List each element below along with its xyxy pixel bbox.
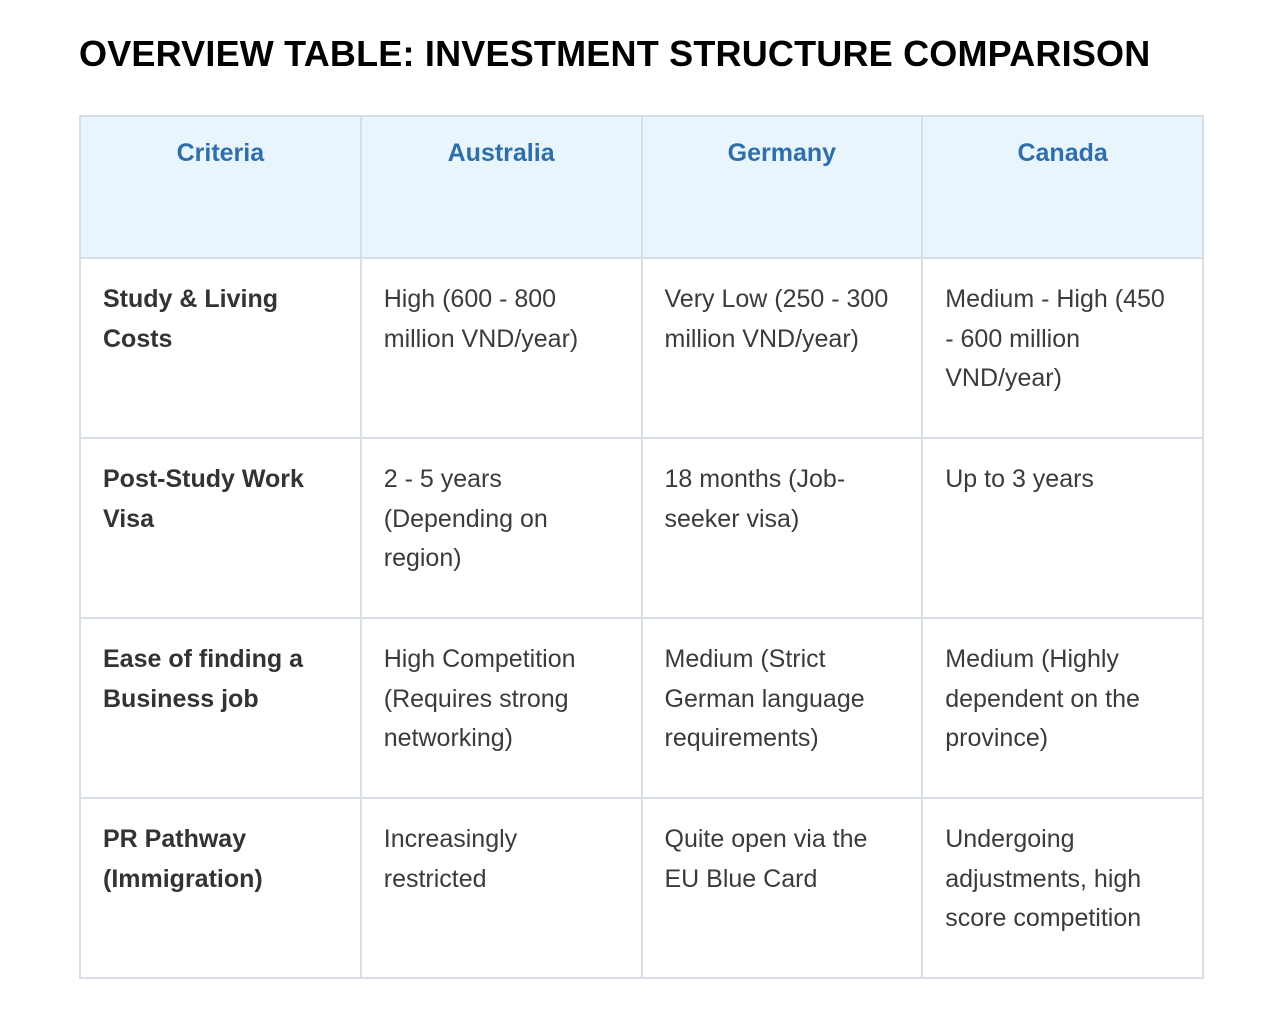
table-row: PR Pathway (Immigration) Increasingly re… [79,797,1204,979]
table-row: Post-Study Work Visa 2 - 5 years (Depend… [79,437,1204,619]
germany-cell: Very Low (250 - 300 million VND/year) [640,257,924,439]
comparison-table: Criteria Australia Germany Canada Study … [79,115,1204,979]
australia-cell: High Competition (Requires strong networ… [359,617,643,799]
canada-cell: Medium (Highly dependent on the province… [921,617,1204,799]
header-germany: Germany [640,115,924,259]
criteria-cell: Study & Living Costs [79,257,362,439]
germany-cell: 18 months (Job-seeker visa) [640,437,924,619]
table-body: Study & Living Costs High (600 - 800 mil… [79,257,1204,979]
header-australia: Australia [359,115,643,259]
canada-cell: Medium - High (450 - 600 million VND/yea… [921,257,1204,439]
header-criteria: Criteria [79,115,362,259]
page-title: OVERVIEW TABLE: INVESTMENT STRUCTURE COM… [79,33,1151,74]
canada-cell: Up to 3 years [921,437,1204,619]
criteria-cell: Ease of finding a Business job [79,617,362,799]
table-row: Ease of finding a Business job High Comp… [79,617,1204,799]
table-header: Criteria Australia Germany Canada [79,115,1204,259]
header-canada: Canada [921,115,1204,259]
australia-cell: Increasingly restricted [359,797,643,979]
header-row: Criteria Australia Germany Canada [79,115,1204,259]
table-row: Study & Living Costs High (600 - 800 mil… [79,257,1204,439]
comparison-table-container: Criteria Australia Germany Canada Study … [79,115,1204,979]
germany-cell: Medium (Strict German language requireme… [640,617,924,799]
canada-cell: Undergoing adjustments, high score compe… [921,797,1204,979]
criteria-cell: Post-Study Work Visa [79,437,362,619]
germany-cell: Quite open via the EU Blue Card [640,797,924,979]
criteria-cell: PR Pathway (Immigration) [79,797,362,979]
australia-cell: High (600 - 800 million VND/year) [359,257,643,439]
australia-cell: 2 - 5 years (Depending on region) [359,437,643,619]
